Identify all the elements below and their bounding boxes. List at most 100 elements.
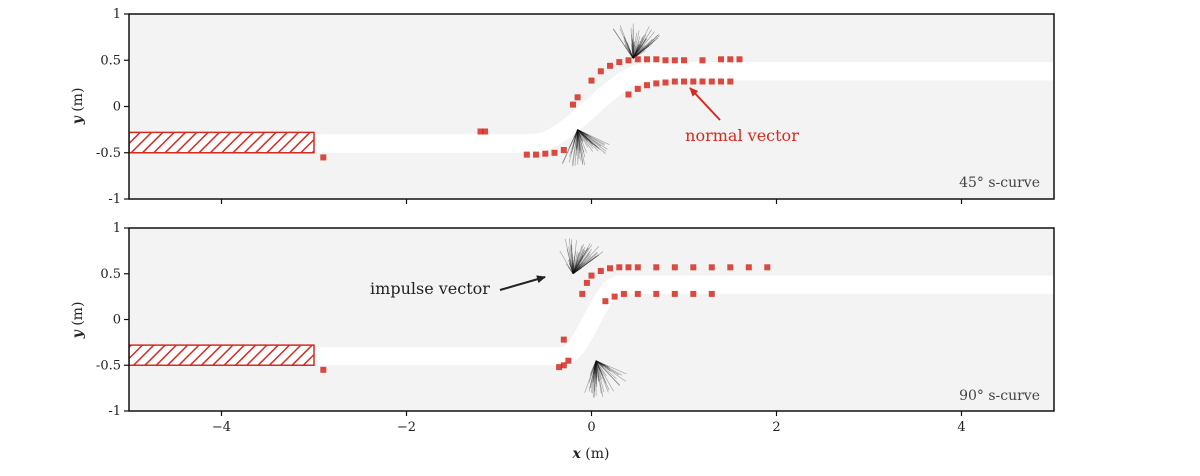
- y-tick-label: -1: [108, 192, 121, 207]
- impulse-line: [632, 49, 639, 59]
- normal-marker: [588, 77, 595, 84]
- impulse-line: [632, 51, 641, 59]
- impulse-line: [632, 38, 645, 59]
- impulse-line: [572, 264, 581, 275]
- impulse-line: [577, 129, 588, 136]
- impulse-line: [577, 129, 582, 139]
- impulse-line: [559, 250, 574, 274]
- impulse-line: [572, 248, 584, 274]
- impulse-line: [572, 260, 574, 274]
- normal-marker: [602, 298, 609, 305]
- normal-marker: [583, 279, 590, 286]
- impulse-line: [571, 129, 578, 165]
- impulse-line: [595, 360, 604, 377]
- impulse-line: [577, 129, 584, 165]
- y-tick-label: 1: [113, 221, 121, 236]
- impulse-line: [572, 256, 575, 274]
- impulse-line: [631, 34, 634, 59]
- normal-marker: [556, 364, 563, 371]
- impulse-line: [595, 360, 603, 380]
- normal-marker: [699, 57, 706, 64]
- impulse-line: [595, 360, 602, 394]
- impulse-line: [632, 37, 659, 59]
- normal-marker: [634, 85, 641, 92]
- impulse-line: [568, 129, 578, 163]
- impulse-line: [595, 360, 623, 376]
- impulse-line: [632, 39, 653, 59]
- impulse-line: [632, 44, 641, 59]
- impulse-line: [568, 129, 578, 149]
- impulse-line: [572, 244, 592, 274]
- impulse-line: [595, 360, 611, 372]
- impulse-line: [574, 129, 578, 166]
- impulse-line: [572, 253, 579, 274]
- impulse-line: [595, 360, 609, 367]
- impulse-line: [595, 360, 627, 375]
- impulse-line: [577, 129, 610, 145]
- impulse-line: [562, 129, 578, 165]
- impulse-line: [572, 253, 590, 275]
- impulse-line: [572, 248, 592, 275]
- impulse-line: [577, 129, 600, 150]
- impulse-line: [595, 360, 606, 367]
- normal-vector-annotation: normal vector: [685, 126, 799, 145]
- impulse-line: [577, 129, 598, 148]
- x-axis-label: x (m): [571, 446, 609, 462]
- normal-marker: [727, 78, 734, 85]
- panel-45-start-box: [129, 131, 315, 154]
- impulse-line: [577, 129, 594, 149]
- impulse-line: [619, 28, 634, 59]
- impulse-line: [566, 248, 574, 274]
- normal-marker: [625, 91, 632, 98]
- normal-marker: [634, 56, 641, 63]
- impulse-line: [594, 360, 597, 374]
- impulse-line: [572, 255, 597, 275]
- impulse-line: [569, 263, 574, 274]
- normal-marker: [482, 128, 489, 135]
- impulse-line: [568, 266, 574, 274]
- impulse-line: [572, 129, 578, 150]
- impulse-line: [632, 36, 641, 59]
- impulse-line: [577, 129, 581, 161]
- impulse-line: [577, 129, 580, 160]
- impulse-line: [592, 360, 597, 375]
- impulse-line: [595, 360, 607, 377]
- impulse-line: [595, 360, 607, 384]
- impulse-line: [630, 27, 634, 59]
- impulse-line: [572, 245, 583, 274]
- impulse-line: [577, 129, 599, 149]
- impulse-line: [572, 251, 604, 275]
- impulse-line: [592, 360, 597, 382]
- normal-marker: [560, 362, 567, 369]
- impulse-line: [595, 360, 605, 393]
- impulse-line: [577, 129, 589, 136]
- impulse-line: [632, 46, 639, 59]
- panel-90-label: 90° s-curve: [959, 388, 1040, 404]
- panel-90-y-ticks: 1 0.5 0 -0.5 -1: [96, 221, 129, 419]
- normal-marker: [653, 264, 660, 271]
- impulse-line: [624, 44, 634, 59]
- impulse-line: [577, 129, 608, 150]
- normal-marker: [551, 149, 558, 156]
- impulse-line: [568, 238, 574, 274]
- impulse-line: [594, 360, 597, 370]
- panel-45-normal-markers: [320, 56, 743, 161]
- impulse-line: [592, 360, 597, 394]
- impulse-line: [566, 263, 574, 274]
- normal-marker: [718, 78, 724, 85]
- impulse-line: [577, 129, 594, 146]
- impulse-line: [577, 129, 584, 142]
- y-tick-label: -1: [108, 404, 121, 419]
- impulse-line: [623, 36, 634, 59]
- impulse-line: [589, 360, 597, 377]
- panel-45-x-ticks: [220, 199, 963, 204]
- impulse-line: [590, 360, 597, 388]
- normal-marker: [681, 57, 687, 64]
- impulse-line: [572, 251, 598, 275]
- normal-vector-arrow: [689, 87, 721, 121]
- y-tick-label: 0.5: [100, 267, 121, 282]
- impulse-line: [632, 38, 648, 59]
- impulse-vector-arrow: [499, 275, 546, 291]
- impulse-line: [576, 129, 578, 151]
- impulse-line: [572, 243, 591, 274]
